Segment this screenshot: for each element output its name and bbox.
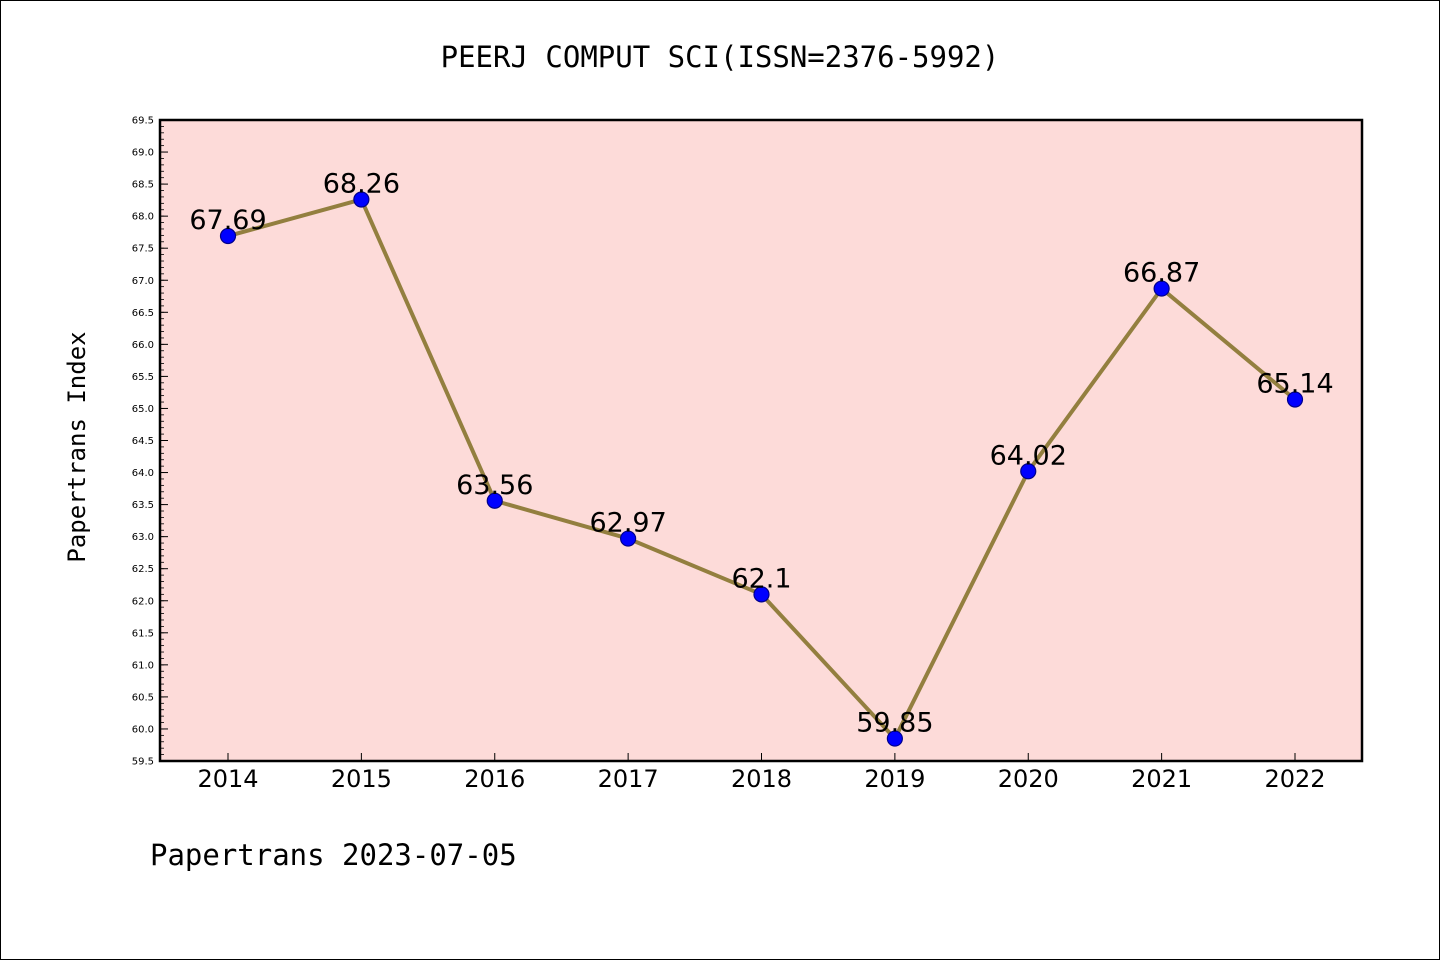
x-axis-ticks: 2014 2015 2016 2017 2018 2019 2020 2021 2022: [197, 753, 1326, 793]
x-tick-label: 2018: [731, 765, 792, 793]
data-point-marker: [219, 227, 237, 245]
x-tick-label: 2020: [998, 765, 1059, 793]
series-markers-group: [219, 191, 1304, 747]
y-tick-label: 67.0: [132, 276, 154, 287]
data-point-marker: [353, 191, 370, 208]
y-tick-label: 63.0: [132, 532, 154, 543]
data-label: 59.85: [856, 708, 933, 739]
x-tick-label: 2014: [197, 765, 258, 793]
data-point-marker: [620, 530, 637, 547]
x-tick-label: 2017: [598, 765, 659, 793]
y-tick-label: 61.0: [132, 660, 154, 671]
x-tick-label: 2019: [864, 765, 925, 793]
data-point-marker: [1153, 280, 1170, 297]
y-tick-label: 69.5: [132, 116, 154, 127]
data-label: 63.56: [456, 470, 533, 501]
x-tick-label: 2022: [1264, 765, 1325, 793]
data-label: 62.1: [731, 563, 791, 594]
y-tick-label: 65.5: [132, 372, 154, 383]
x-tick-label: 2016: [464, 765, 525, 793]
data-label: 62.97: [589, 508, 666, 539]
y-tick-label: 59.5: [132, 757, 154, 768]
y-axis-ticks: 59.5 60.0 60.5 61.0 61.5 62.0 62.5 63.0 63.5 64.0…: [132, 116, 168, 768]
y-tick-label: 62.0: [132, 596, 154, 607]
data-label: 68.26: [323, 168, 400, 199]
data-labels-group: 67.69 68.26 63.56 62.97 62.1 59.85 64.02 66.87 6…: [189, 168, 1333, 738]
data-point-marker: [753, 586, 770, 603]
x-tick-label: 2015: [331, 765, 392, 793]
data-point-marker: [486, 492, 503, 509]
y-tick-label: 67.5: [132, 244, 154, 255]
y-tick-label: 62.5: [132, 564, 154, 575]
y-axis-label: Papertrans Index: [63, 331, 91, 562]
data-label: 65.14: [1256, 368, 1333, 399]
y-tick-label: 64.0: [132, 468, 154, 479]
y-tick-label: 66.0: [132, 340, 154, 351]
y-tick-label: 68.0: [132, 212, 154, 223]
y-tick-label: 68.5: [132, 180, 154, 191]
plot-area: [160, 120, 1362, 761]
chart-title: PEERJ COMPUT SCI(ISSN=2376-5992): [441, 40, 1000, 74]
y-tick-label: 60.0: [132, 724, 154, 735]
y-tick-label: 69.0: [132, 148, 154, 159]
y-tick-label: 65.0: [132, 404, 154, 415]
x-tick-label: 2021: [1131, 765, 1192, 793]
data-point-marker: [886, 730, 903, 747]
y-tick-label: 60.5: [132, 692, 154, 703]
plot-frame: [158, 118, 1364, 763]
data-point-marker: [1286, 391, 1304, 408]
data-label: 67.69: [189, 205, 266, 236]
y-tick-label: 64.5: [132, 436, 154, 447]
y-tick-label: 61.5: [132, 628, 154, 639]
y-tick-label: 63.5: [132, 500, 154, 511]
y-tick-label: 66.5: [132, 308, 154, 319]
data-label: 66.87: [1123, 258, 1200, 289]
data-label: 64.02: [990, 440, 1067, 471]
data-point-marker: [1020, 463, 1037, 480]
footer-text: Papertrans 2023-07-05: [150, 838, 517, 872]
